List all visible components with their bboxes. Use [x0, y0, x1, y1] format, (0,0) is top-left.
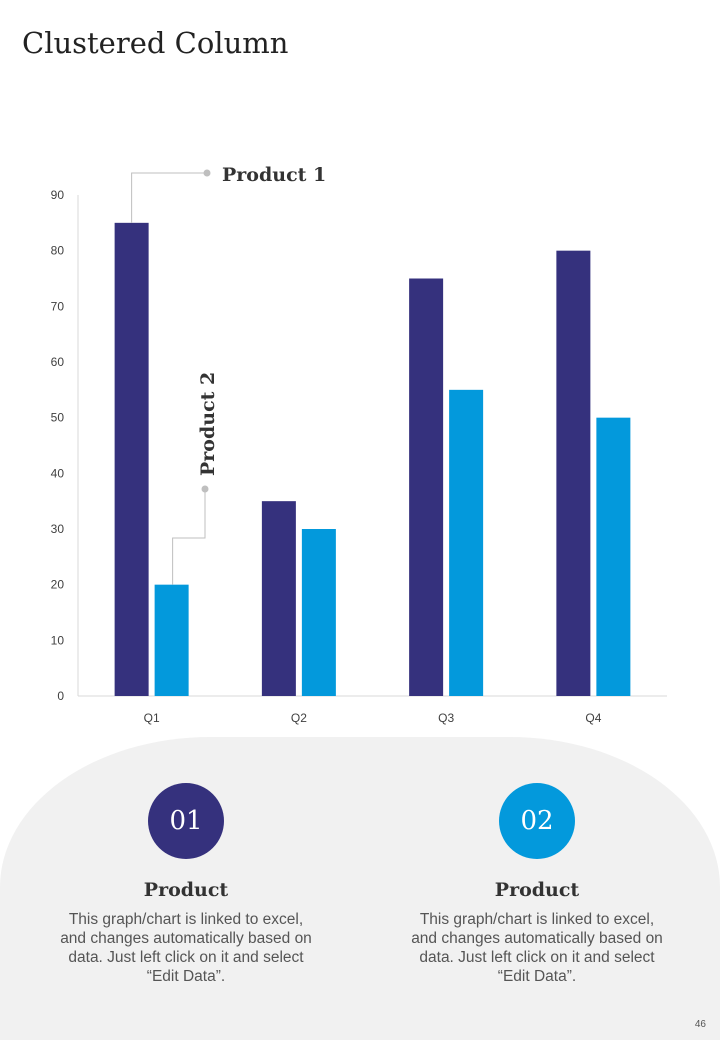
y-tick-label: 20 — [51, 578, 65, 592]
bar-q2-series1 — [261, 501, 296, 696]
bar-q2-series2 — [301, 529, 336, 696]
callout-line-series2 — [172, 489, 206, 585]
y-tick-label: 70 — [51, 299, 65, 313]
card-description: This graph/chart is linked to excel, and… — [411, 911, 663, 985]
badge-02: 02 — [499, 783, 575, 859]
callout-line-series1 — [131, 172, 207, 223]
y-tick-label: 50 — [51, 411, 65, 425]
card-title: Product — [143, 879, 229, 901]
bar-q4-series1 — [556, 250, 591, 696]
y-tick-label: 80 — [51, 244, 65, 258]
badge-01: 01 — [148, 783, 224, 859]
card-description: This graph/chart is linked to excel, and… — [60, 911, 312, 985]
callout-dot-series2 — [201, 485, 209, 493]
bar-q1-series1 — [114, 222, 149, 697]
callout-dot-series1 — [203, 169, 211, 177]
x-tick-label: Q1 — [144, 711, 160, 725]
bar-q3-series2 — [449, 389, 484, 696]
y-tick-label: 30 — [51, 522, 65, 536]
bottom-panel — [0, 737, 720, 1040]
y-tick-label: 0 — [57, 689, 64, 703]
x-tick-label: Q4 — [585, 711, 601, 725]
product-card-2: 02 Product This graph/chart is linked to… — [402, 783, 672, 986]
y-tick-label: 60 — [51, 355, 65, 369]
page-number: 46 — [694, 1019, 706, 1030]
series-label-product-1: Product 1 — [222, 164, 326, 186]
card-title: Product — [494, 879, 580, 901]
product-card-1: 01 Product This graph/chart is linked to… — [51, 783, 321, 986]
bar-q3-series1 — [409, 278, 444, 696]
bar-q1-series2 — [154, 584, 189, 696]
page-title: Clustered Column — [22, 26, 289, 60]
y-tick-label: 10 — [51, 633, 65, 647]
y-tick-label: 90 — [51, 188, 65, 202]
x-tick-label: Q3 — [438, 711, 454, 725]
series-label-product-2: Product 2 — [197, 372, 219, 476]
y-tick-label: 40 — [51, 466, 65, 480]
bar-q4-series2 — [596, 417, 631, 696]
x-tick-label: Q2 — [291, 711, 307, 725]
clustered-column-chart: 0 10 20 30 40 50 60 70 80 90 Q1 Q2 Q3 Q4 Product 1 Prod… — [51, 164, 667, 725]
